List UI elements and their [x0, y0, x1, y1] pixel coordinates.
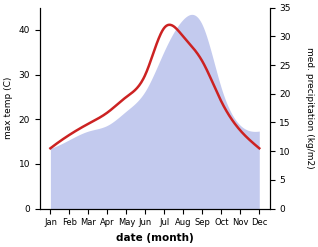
- X-axis label: date (month): date (month): [116, 233, 194, 243]
- Y-axis label: med. precipitation (kg/m2): med. precipitation (kg/m2): [305, 47, 314, 169]
- Y-axis label: max temp (C): max temp (C): [4, 77, 13, 139]
